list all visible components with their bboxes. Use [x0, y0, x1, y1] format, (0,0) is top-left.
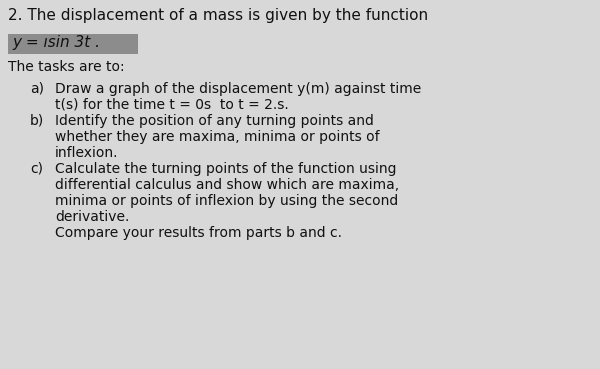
Text: minima or points of inflexion by using the second: minima or points of inflexion by using t… — [55, 194, 398, 208]
Bar — [8, 34, 138, 54]
Text: Identify the position of any turning points and: Identify the position of any turning poi… — [55, 114, 374, 128]
Text: whether they are maxima, minima or points of: whether they are maxima, minima or point… — [55, 130, 380, 144]
Text: inflexion.: inflexion. — [55, 146, 119, 160]
Text: The tasks are to:: The tasks are to: — [8, 60, 125, 74]
Text: y = ısin 3t .: y = ısin 3t . — [12, 35, 100, 50]
Text: Draw a graph of the displacement y(m) against time: Draw a graph of the displacement y(m) ag… — [55, 82, 421, 96]
Text: Calculate the turning points of the function using: Calculate the turning points of the func… — [55, 162, 397, 176]
Text: 2. The displacement of a mass is given by the function: 2. The displacement of a mass is given b… — [8, 8, 428, 23]
Text: derivative.: derivative. — [55, 210, 130, 224]
Text: Compare your results from parts b and c.: Compare your results from parts b and c. — [55, 226, 342, 240]
Text: a): a) — [30, 82, 44, 96]
Text: t(s) for the time t = 0s  to t = 2.s.: t(s) for the time t = 0s to t = 2.s. — [55, 98, 289, 112]
Text: b): b) — [30, 114, 44, 128]
Text: differential calculus and show which are maxima,: differential calculus and show which are… — [55, 178, 399, 192]
Text: c): c) — [30, 162, 43, 176]
